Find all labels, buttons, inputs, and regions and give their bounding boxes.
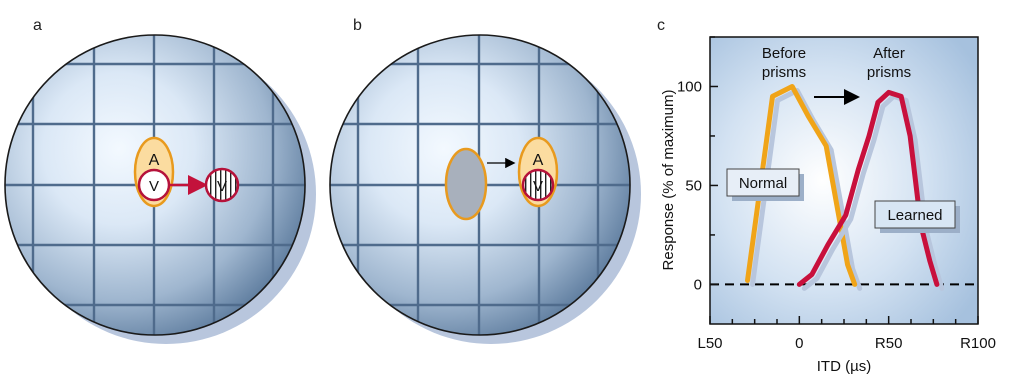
panel-b-visual-label: V <box>533 178 543 195</box>
x-tick-label: 0 <box>795 335 803 352</box>
panel-c-chart: L50 0 R50 R100 0 50 100 Response (% of maximum… <box>660 36 996 375</box>
y-tick-label: 100 <box>677 78 702 95</box>
normal-legend-box: Normal <box>726 168 804 201</box>
x-tick-label: L50 <box>697 335 722 352</box>
panel-a-shifted-visual-field <box>204 167 240 203</box>
before-prisms-label-line2: prisms <box>762 64 806 81</box>
x-tick-label: R50 <box>875 335 903 352</box>
y-tick-label: 0 <box>694 276 702 293</box>
panel-b-label: b <box>353 17 362 34</box>
panel-a-auditory-label: A <box>149 152 160 169</box>
after-prisms-label-line2: prisms <box>867 64 911 81</box>
panel-a-label: a <box>33 17 42 34</box>
panel-a-visual-field <box>137 168 171 202</box>
panel-b-globe: A V <box>329 34 641 344</box>
before-prisms-label-line1: Before <box>762 45 806 62</box>
y-axis-label: Response (% of maximum) <box>660 90 677 271</box>
x-tick-label: R100 <box>960 335 996 352</box>
panel-b-visual-field <box>521 168 555 202</box>
panel-b-auditory-label: A <box>533 152 544 169</box>
after-prisms-label-line1: After <box>873 45 905 62</box>
panel-b-original-auditory-field <box>444 147 488 221</box>
panel-b-globe-outline <box>329 34 631 336</box>
normal-legend-label: Normal <box>739 175 787 192</box>
x-axis-label: ITD (µs) <box>817 358 871 375</box>
panel-a-globe: A V V <box>4 34 316 344</box>
panel-a-globe-outline <box>4 34 306 336</box>
series-normal-line <box>745 83 858 287</box>
panel-a-shifted-visual-label: V <box>217 178 227 195</box>
learned-legend-box: Learned <box>874 200 960 233</box>
learned-legend-label: Learned <box>887 207 942 224</box>
panel-c-label: c <box>657 17 665 34</box>
y-tick-label: 50 <box>685 177 702 194</box>
panel-a-visual-label: V <box>149 178 159 195</box>
